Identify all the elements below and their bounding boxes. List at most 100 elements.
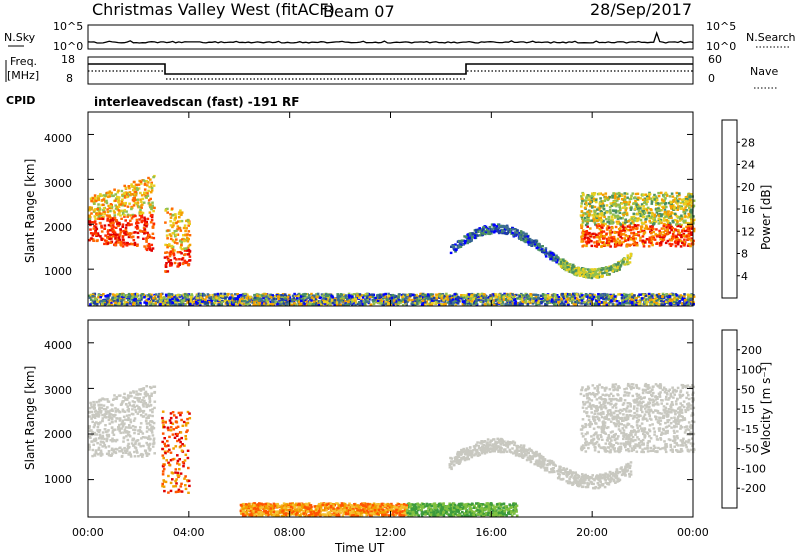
power-cell (537, 242, 541, 246)
power-cell (466, 241, 469, 245)
power-cell (268, 297, 271, 300)
power-cell (259, 297, 263, 300)
power-cell (145, 248, 149, 252)
power-cell (353, 293, 356, 296)
power-cell (610, 204, 613, 207)
power-cell (176, 265, 179, 268)
power-cell (98, 208, 102, 211)
power-cell (352, 302, 355, 305)
power-cell (682, 219, 685, 222)
power-cell (592, 193, 596, 196)
power-cell (564, 263, 567, 266)
power-cell (229, 303, 233, 306)
power-cell (501, 225, 505, 229)
power-cell (652, 230, 656, 234)
power-cell (111, 235, 115, 238)
power-cell (382, 300, 386, 304)
power-cell (580, 223, 584, 226)
power-cell (218, 298, 221, 302)
power-cell (173, 257, 176, 260)
power-cell (140, 216, 143, 219)
power-cell (627, 203, 631, 206)
power-cell (557, 262, 561, 266)
power-cell (423, 303, 426, 306)
power-cell (587, 202, 591, 205)
power-cell (496, 228, 499, 232)
power-cell (542, 250, 546, 254)
power-cell (338, 301, 341, 304)
power-cell (110, 205, 114, 209)
power-cell (629, 222, 633, 225)
power-cell (679, 294, 682, 297)
power-cell (330, 298, 334, 301)
power-cell (676, 200, 680, 203)
power-cell (582, 301, 586, 304)
power-cell (121, 198, 124, 201)
power-cell (682, 227, 686, 230)
power-cell (169, 234, 173, 238)
power-cell (587, 218, 590, 222)
power-cell (495, 225, 498, 228)
power-cell (662, 216, 666, 220)
power-cell (600, 231, 603, 234)
power-cell (616, 243, 619, 247)
power-cell (109, 219, 113, 222)
power-cell (642, 193, 645, 197)
power-cell (256, 295, 260, 299)
power-cell (131, 213, 135, 217)
power-cell (633, 219, 636, 222)
power-cell (114, 243, 117, 247)
power-cell (460, 239, 464, 242)
power-cell (146, 244, 149, 247)
power-cell (468, 232, 472, 235)
power-cell (153, 206, 156, 210)
power-cell (589, 302, 593, 305)
power-cell (609, 202, 613, 205)
power-cell (662, 238, 666, 241)
power-cell (598, 213, 602, 216)
power-cell (104, 294, 107, 298)
power-cell (174, 301, 178, 305)
power-cell (134, 297, 137, 301)
power-cell (554, 255, 558, 259)
power-cell (583, 272, 586, 275)
power-cell (137, 301, 140, 304)
power-cell (140, 200, 143, 204)
power-cell (671, 232, 675, 236)
power-cell (664, 197, 667, 200)
power-cell (593, 244, 597, 248)
power-cell (165, 255, 169, 259)
power-cell (141, 197, 145, 201)
power-cell (585, 231, 589, 234)
power-cell (143, 216, 146, 219)
power-cell (490, 298, 493, 302)
power-cell (493, 230, 497, 233)
power-cell (620, 194, 624, 198)
power-cell (689, 295, 692, 298)
power-cell (522, 231, 525, 234)
power-cell (181, 256, 185, 260)
power-cell (654, 220, 658, 223)
power-cell (134, 194, 138, 197)
power-cell (148, 235, 152, 238)
power-cell (539, 245, 542, 248)
power-cell (431, 294, 435, 298)
power-cell (394, 302, 398, 305)
power-cell (462, 239, 466, 242)
power-cell (492, 299, 496, 302)
power-cell (89, 232, 93, 235)
power-cell (557, 299, 560, 302)
power-cell (668, 242, 671, 246)
power-cell (626, 238, 630, 242)
power-cell (690, 227, 694, 230)
power-cell (596, 276, 599, 279)
power-cell (609, 212, 612, 215)
power-cell (248, 299, 251, 303)
power-cell (569, 270, 573, 274)
power-cell (673, 205, 676, 209)
power-cell (178, 263, 181, 266)
power-cell (175, 258, 178, 261)
power-cell (169, 224, 173, 227)
power-cell (544, 255, 548, 258)
power-cell (123, 302, 126, 306)
